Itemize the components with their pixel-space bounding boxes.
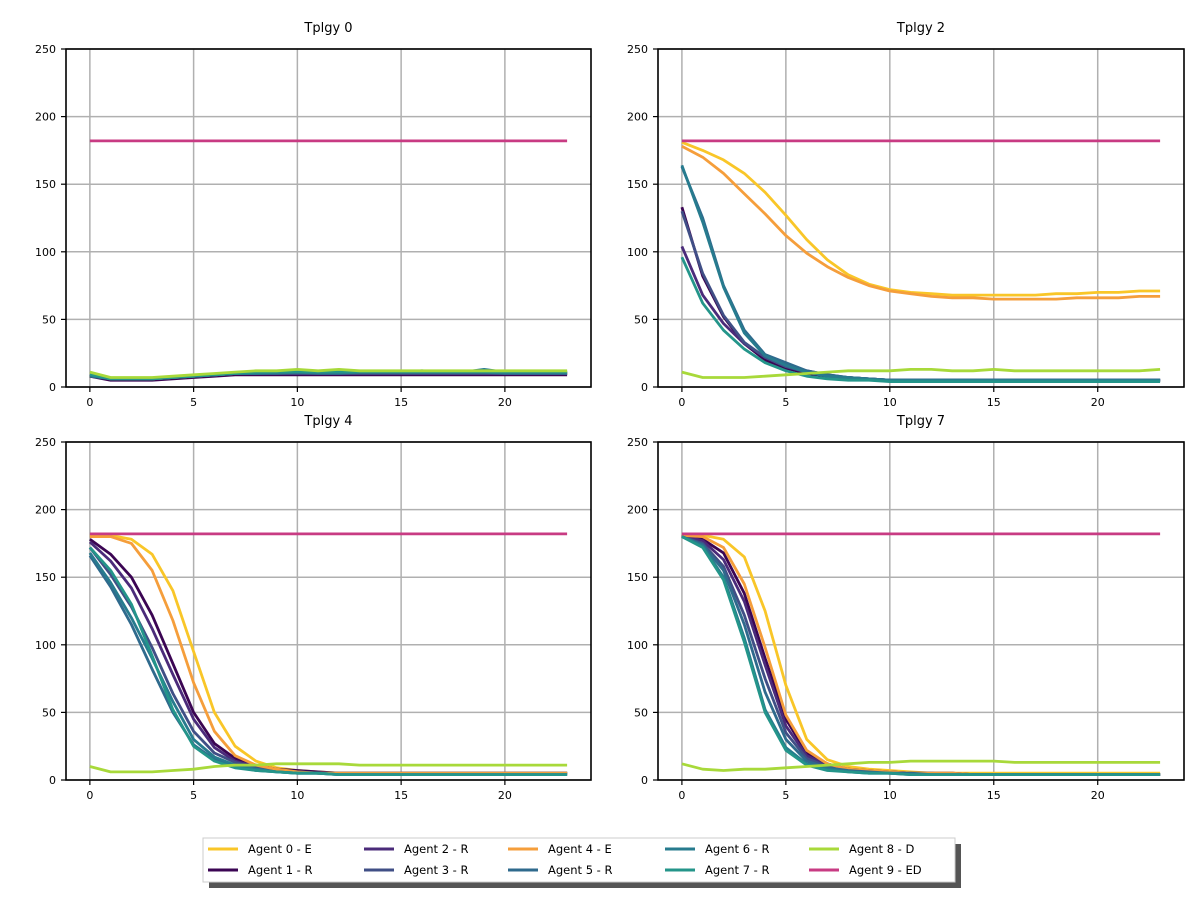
- x-tick-label: 20: [498, 396, 512, 409]
- series-line-agent-0: [681, 140, 1161, 297]
- legend-label-agent-6: Agent 6 - R: [705, 842, 769, 856]
- y-tick-label: 0: [49, 774, 56, 787]
- axes-frame: [65, 48, 592, 388]
- y-tick-label: 200: [35, 111, 56, 124]
- y-tick-label: 150: [627, 571, 648, 584]
- x-tick-label: 0: [86, 789, 93, 802]
- x-tick-label: 15: [987, 789, 1001, 802]
- x-tick-label: 0: [678, 396, 685, 409]
- legend-label-agent-5: Agent 5 - R: [548, 863, 612, 877]
- series-line-agent-8: [681, 759, 1161, 772]
- axes-frame: [657, 48, 1185, 388]
- x-tick-label: 20: [1091, 396, 1105, 409]
- subplot-title: Tplgy 0: [303, 21, 352, 36]
- y-tick-label: 50: [634, 706, 648, 719]
- y-tick-label: 50: [634, 313, 648, 326]
- legend-label-agent-0: Agent 0 - E: [248, 842, 312, 856]
- x-tick-label: 15: [987, 396, 1001, 409]
- x-tick-label: 10: [290, 789, 304, 802]
- subplot-title: Tplgy 4: [303, 414, 352, 429]
- series-line-agent-8: [89, 367, 568, 379]
- series-line-agent-8: [681, 367, 1161, 379]
- x-tick-label: 5: [782, 789, 789, 802]
- y-tick-label: 150: [627, 178, 648, 191]
- x-tick-label: 20: [1091, 789, 1105, 802]
- series-line-agent-7: [681, 535, 1161, 776]
- legend-label-agent-3: Agent 3 - R: [404, 863, 468, 877]
- y-tick-label: 50: [42, 706, 56, 719]
- y-tick-label: 100: [627, 246, 648, 259]
- y-tick-label: 0: [641, 381, 648, 394]
- legend-label-agent-2: Agent 2 - R: [404, 842, 468, 856]
- x-tick-label: 0: [678, 789, 685, 802]
- y-tick-label: 250: [627, 43, 648, 56]
- y-tick-label: 250: [35, 43, 56, 56]
- y-tick-label: 250: [627, 436, 648, 449]
- y-tick-label: 50: [42, 313, 56, 326]
- y-tick-label: 150: [35, 178, 56, 191]
- y-tick-label: 0: [49, 381, 56, 394]
- x-tick-label: 20: [498, 789, 512, 802]
- x-tick-label: 0: [86, 396, 93, 409]
- legend-label-agent-7: Agent 7 - R: [705, 863, 769, 877]
- legend: Agent 0 - E Agent 1 - R Agent 2 - R Agent 3…: [202, 837, 961, 888]
- y-tick-label: 100: [627, 639, 648, 652]
- subplot-title: Tplgy 2: [896, 21, 945, 36]
- subplot-title: Tplgy 7: [896, 414, 945, 429]
- y-tick-label: 200: [627, 111, 648, 124]
- axes-frame: [65, 441, 592, 781]
- series-line-agent-7: [88, 546, 568, 776]
- series-line-agent-7: [680, 256, 1161, 384]
- legend-label-agent-4: Agent 4 - E: [548, 842, 612, 856]
- y-tick-label: 200: [35, 504, 56, 517]
- x-tick-label: 5: [190, 396, 197, 409]
- series-line-agent-8: [89, 762, 568, 774]
- x-tick-label: 10: [290, 396, 304, 409]
- y-tick-label: 100: [35, 246, 56, 259]
- x-tick-label: 15: [394, 789, 408, 802]
- y-tick-label: 250: [35, 436, 56, 449]
- y-tick-label: 150: [35, 571, 56, 584]
- y-tick-label: 0: [641, 774, 648, 787]
- legend-label-agent-8: Agent 8 - D: [849, 842, 914, 856]
- x-tick-label: 5: [782, 396, 789, 409]
- x-tick-label: 15: [394, 396, 408, 409]
- x-tick-label: 10: [883, 789, 897, 802]
- axes-frame: [657, 441, 1185, 781]
- series-line-agent-4: [681, 145, 1161, 301]
- x-tick-label: 5: [190, 789, 197, 802]
- legend-label-agent-1: Agent 1 - R: [248, 863, 312, 877]
- y-tick-label: 100: [35, 639, 56, 652]
- y-tick-label: 200: [627, 504, 648, 517]
- legend-label-agent-9: Agent 9 - ED: [849, 863, 922, 877]
- x-tick-label: 10: [883, 396, 897, 409]
- legend-box: [202, 837, 956, 883]
